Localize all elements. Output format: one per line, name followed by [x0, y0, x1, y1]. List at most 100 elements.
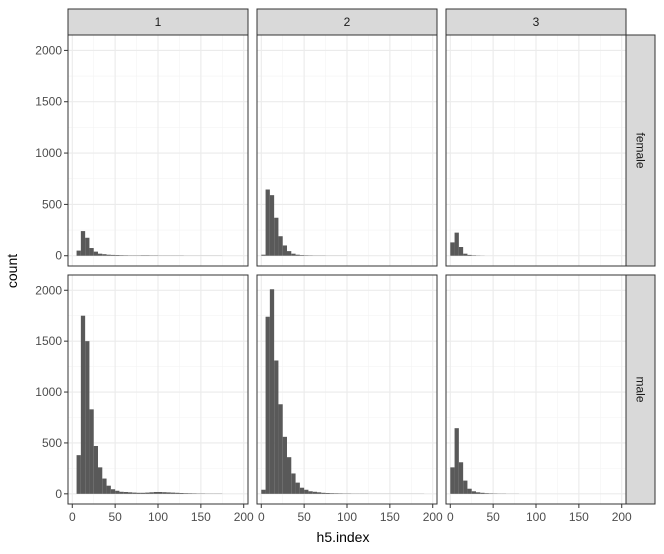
row-strip-label: female [634, 132, 648, 168]
y-tick-label: 1500 [35, 95, 62, 109]
histogram-bar [317, 492, 322, 494]
histogram-bar [98, 253, 103, 256]
histogram-bar [261, 489, 266, 494]
histogram-bar [89, 248, 94, 256]
histogram-bar [467, 254, 472, 256]
col-strip-label: 3 [533, 15, 540, 29]
histogram-bar [312, 491, 317, 494]
x-tick-label: 0 [258, 510, 265, 524]
histogram-bar [76, 455, 81, 494]
histogram-bar [476, 492, 481, 494]
histogram-bar [458, 247, 464, 256]
histogram-bar [295, 254, 300, 256]
x-tick-label: 100 [148, 510, 168, 524]
histogram-bar [304, 489, 309, 494]
histogram-bar [295, 482, 300, 494]
histogram-bar [106, 485, 111, 494]
histogram-bar [278, 404, 283, 494]
histogram-bar [110, 254, 116, 256]
histogram-bar [80, 315, 86, 494]
histogram-bar [265, 189, 270, 256]
histogram-bar [274, 360, 279, 494]
x-axis-title: h5.index [317, 529, 370, 545]
histogram-bar [179, 493, 184, 494]
histogram-bar [85, 341, 90, 494]
histogram-bar [149, 492, 154, 494]
histogram-bar [480, 492, 485, 494]
histogram-bar [102, 254, 107, 256]
histogram-bar [183, 493, 188, 494]
histogram-bar [140, 492, 146, 494]
histogram-bar [291, 473, 296, 494]
histogram-bar [325, 493, 330, 494]
histogram-bar [115, 490, 120, 494]
x-tick-label: 150 [569, 510, 589, 524]
histogram-bar [329, 493, 335, 494]
histogram-bar [128, 492, 133, 494]
col-strip [256, 8, 438, 36]
x-tick-label: 200 [234, 510, 254, 524]
histogram-bar [334, 493, 339, 494]
histogram-bar [265, 316, 270, 494]
histogram-bar [287, 251, 292, 256]
col-strip-label: 2 [344, 15, 351, 29]
histogram-bar [145, 492, 150, 494]
histogram-bar [93, 251, 98, 256]
x-tick-label: 0 [447, 510, 454, 524]
panel-2-female [256, 34, 438, 267]
histogram-bar [282, 245, 287, 256]
x-tick-label: 200 [612, 510, 632, 524]
histogram-bar [261, 254, 266, 256]
histogram-bar [102, 478, 107, 494]
histogram-bar [158, 491, 163, 494]
histogram-bar [89, 409, 94, 494]
col-strip [67, 8, 249, 36]
x-tick-label: 0 [69, 510, 76, 524]
histogram-bar [299, 255, 305, 256]
histogram-bar [287, 457, 292, 494]
row-strip [625, 274, 656, 505]
histogram-bar [110, 489, 116, 494]
histogram-bar [123, 491, 128, 494]
col-strip [445, 8, 627, 36]
histogram-bar [463, 480, 468, 494]
histogram-bar [471, 491, 476, 494]
histogram-bar [85, 237, 90, 256]
histogram-bar [166, 492, 171, 494]
chart-panels [67, 34, 627, 505]
histogram-bar [463, 253, 468, 256]
histogram-bar [115, 255, 120, 256]
histogram-bar [278, 236, 283, 256]
histogram-bar [76, 250, 81, 256]
histogram-bar [321, 492, 326, 494]
x-tick-label: 100 [526, 510, 546, 524]
y-tick-label: 500 [42, 197, 62, 211]
x-tick-label: 50 [108, 510, 122, 524]
histogram-bar [175, 492, 180, 494]
y-tick-label: 0 [55, 249, 62, 263]
y-axis-title: count [4, 254, 20, 288]
x-tick-label: 200 [423, 510, 443, 524]
histogram-bar [454, 428, 459, 494]
histogram-bar [188, 493, 193, 494]
col-strip-label: 1 [155, 15, 162, 29]
panel-3-male [445, 274, 627, 505]
histogram-bar [454, 232, 459, 256]
histogram-bar [136, 492, 141, 494]
y-tick-label: 2000 [35, 283, 62, 297]
histogram-bar [153, 491, 158, 494]
histogram-bar [93, 445, 98, 494]
histogram-bar [269, 195, 275, 256]
x-tick-label: 150 [191, 510, 211, 524]
y-tick-label: 1500 [35, 334, 62, 348]
histogram-bar [119, 491, 124, 494]
histogram-bar [458, 462, 464, 494]
x-tick-label: 50 [486, 510, 500, 524]
histogram-bar [162, 492, 167, 494]
y-tick-label: 500 [42, 436, 62, 450]
histogram-bar [274, 217, 279, 256]
panel-3-female [445, 34, 627, 267]
y-tick-label: 2000 [35, 43, 62, 57]
